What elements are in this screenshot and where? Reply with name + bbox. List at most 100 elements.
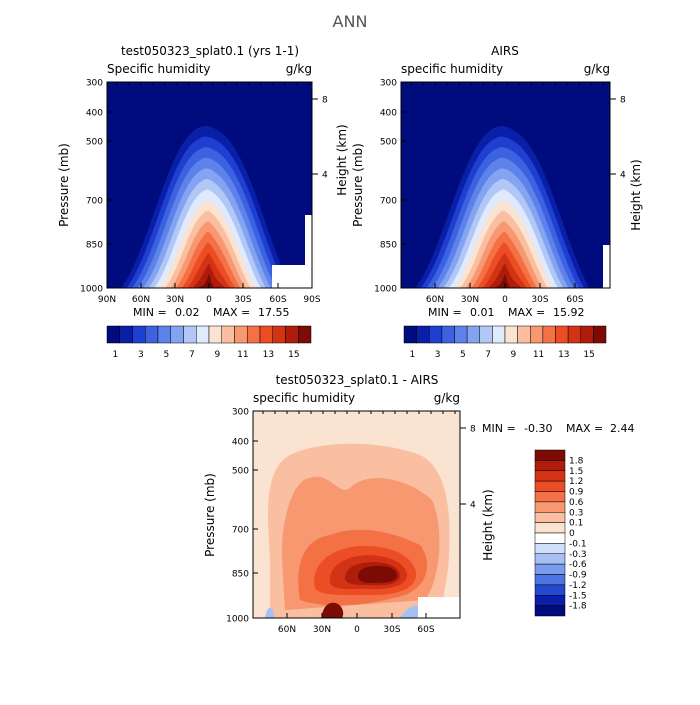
y-tick-label: 400 <box>380 109 397 119</box>
x-tick-label: 90S <box>303 295 320 305</box>
contour-band-15 <box>493 274 517 288</box>
y2-axis-label: Height (km) <box>335 124 349 195</box>
colorbar-label: -1.8 <box>569 602 587 612</box>
contour-band-1.8 <box>358 565 398 583</box>
colorbar-label: 9 <box>215 350 221 360</box>
colorbar-swatch <box>247 325 261 344</box>
panel3-missing-data <box>418 597 460 618</box>
x-tick-label: 30S <box>383 625 400 635</box>
colorbar-swatch <box>403 325 417 344</box>
x-tick-label: 90N <box>98 295 116 305</box>
colorbar-label: -1.2 <box>569 581 587 591</box>
colorbar-swatch <box>157 325 171 344</box>
colorbar-label: -0.3 <box>569 550 587 560</box>
colorbar-swatch <box>479 325 493 344</box>
colorbar-swatch <box>534 584 566 596</box>
y-tick-label: 400 <box>86 109 103 119</box>
y2-axis-label: Height (km) <box>629 159 643 230</box>
panel1-missing-data-edge <box>305 215 312 265</box>
colorbar-swatch <box>298 325 312 344</box>
y-tick-label: 300 <box>232 408 249 418</box>
x-tick-label: 60S <box>417 625 434 635</box>
x-tick-label: 30N <box>313 625 331 635</box>
x-tick-label: 60N <box>132 295 150 305</box>
x-tick-label: 60S <box>269 295 286 305</box>
colorbar-swatch <box>534 553 566 565</box>
y-tick-label: 1000 <box>80 285 103 295</box>
y-tick-label: 850 <box>380 241 397 251</box>
x-tick-label: 30S <box>234 295 251 305</box>
colorbar-label: -0.1 <box>569 539 587 549</box>
colorbar-label: 0.6 <box>569 498 584 508</box>
panel1-max-label: MAX = <box>213 306 250 319</box>
colorbar-swatch <box>534 595 566 606</box>
colorbar-swatch <box>259 325 273 344</box>
colorbar-label: 0.3 <box>569 508 583 518</box>
y-axis-label: Pressure (mb) <box>57 143 71 227</box>
panel2-max-label: MAX = <box>508 306 545 319</box>
panel3-colorbar: 1.81.51.20.90.60.30.10-0.1-0.3-0.6-0.9-1… <box>534 449 587 617</box>
colorbar-swatch <box>208 325 222 344</box>
y-tick-label: 1000 <box>374 285 397 295</box>
colorbar-swatch <box>106 325 120 344</box>
colorbar-swatch <box>593 325 607 344</box>
panel1-title: test050323_splat0.1 (yrs 1-1) <box>121 44 299 58</box>
colorbar-swatch <box>534 470 566 482</box>
panel3-title: test050323_splat0.1 - AIRS <box>276 373 439 387</box>
y-axis-label: Pressure (mb) <box>351 143 365 227</box>
y2-tick-label: 4 <box>620 171 626 181</box>
colorbar-swatch <box>534 501 566 513</box>
panel3-max-label: MAX = <box>566 422 603 435</box>
colorbar-swatch <box>454 325 468 344</box>
panel3-units: g/kg <box>434 391 460 405</box>
panel1-min-label: MIN = <box>133 306 167 319</box>
panel1-units: g/kg <box>286 62 312 76</box>
colorbar-swatch <box>534 574 566 586</box>
colorbar-swatch <box>534 460 566 471</box>
panel3-plot: 300 400 500 700 850 1000 8 4 60N 30N 0 30S 60S Pressu… <box>203 408 495 636</box>
panel3-max-value: 2.44 <box>610 422 635 435</box>
colorbar-label: -0.9 <box>569 571 587 581</box>
colorbar-label: 1.5 <box>569 467 583 477</box>
x-tick-label: 60N <box>278 625 296 635</box>
colorbar-swatch <box>534 543 566 554</box>
contour-band-15 <box>198 274 220 288</box>
colorbar-label: 11 <box>533 350 544 360</box>
colorbar-swatch <box>580 325 594 344</box>
colorbar-label: 0.9 <box>569 488 584 498</box>
panel2-units: g/kg <box>584 62 610 76</box>
colorbar-swatch <box>504 325 518 344</box>
colorbar-label: 0.1 <box>569 519 583 529</box>
panel2-min-value: 0.01 <box>470 306 495 319</box>
y-tick-label: 500 <box>380 138 397 148</box>
colorbar-swatch <box>534 522 566 534</box>
y-tick-label: 400 <box>232 438 249 448</box>
y2-tick-label: 4 <box>470 501 476 511</box>
colorbar-swatch <box>534 563 566 575</box>
y-tick-label: 700 <box>86 197 103 207</box>
colorbar-swatch <box>234 325 248 344</box>
panel1-missing-data <box>272 265 312 288</box>
colorbar-label: 15 <box>288 350 299 360</box>
colorbar-swatch <box>132 325 146 344</box>
y2-axis-label: Height (km) <box>481 489 495 560</box>
colorbar-swatch <box>542 325 556 344</box>
colorbar-label: 13 <box>263 350 274 360</box>
figure-title: ANN <box>333 12 368 31</box>
colorbar-swatch <box>285 325 299 344</box>
colorbar-swatch <box>272 325 286 344</box>
colorbar-swatch <box>517 325 531 344</box>
x-tick-label: 60N <box>426 295 444 305</box>
colorbar-swatch <box>466 325 480 344</box>
colorbar-swatch <box>441 325 455 344</box>
y-tick-label: 500 <box>232 467 249 477</box>
colorbar-swatch <box>534 491 566 503</box>
colorbar-label: 1 <box>113 350 119 360</box>
colorbar-swatch <box>170 325 184 344</box>
contour-band-negative-left <box>265 607 274 618</box>
colorbar-label: 15 <box>583 350 594 360</box>
panel3-min-label: MIN = <box>482 422 516 435</box>
contour-band-negative-right <box>400 605 418 618</box>
y-tick-label: 1000 <box>226 615 249 625</box>
